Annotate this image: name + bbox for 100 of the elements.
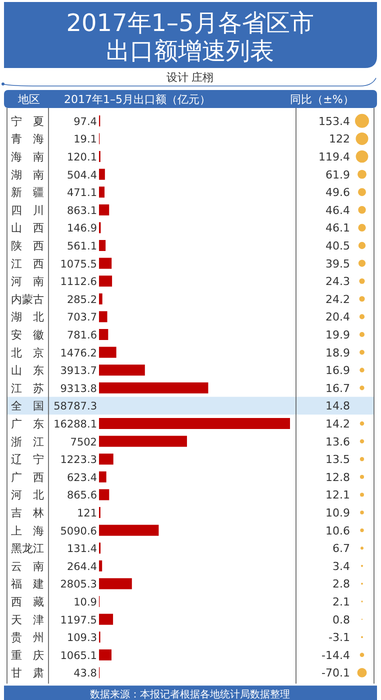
data-label: 19.1 (74, 134, 97, 146)
data-label: 3913.7 (60, 365, 97, 378)
data-label: 18.9 (326, 346, 350, 360)
bar (99, 649, 112, 660)
bar (99, 311, 108, 322)
data-label: -14.4 (322, 648, 350, 662)
data-label: 9313.8 (60, 382, 97, 395)
bar (99, 471, 106, 482)
y-tick-label: 甘肃 (11, 666, 55, 680)
data-label: 119.4 (318, 150, 350, 164)
y-tick-label: 浙江 (11, 435, 55, 448)
bar (99, 204, 110, 216)
bar (99, 364, 145, 376)
y-tick-label: 辽宁 (11, 453, 55, 466)
bar (99, 168, 105, 180)
data-label: 40.5 (326, 240, 350, 252)
data-label: 153.4 (318, 114, 350, 128)
data-label: 504.4 (66, 169, 98, 182)
data-label: 1197.5 (60, 614, 97, 626)
y-tick-label: 山西 (11, 222, 55, 235)
y-tick-label: 天津 (11, 613, 55, 626)
bar (99, 293, 102, 304)
text: 58787.3 (54, 400, 97, 413)
data-label: 3.4 (332, 560, 350, 573)
x-axis-title: 2017年1–5月出口额（亿元） (64, 93, 210, 106)
y-tick-label: 黑龙江 (11, 542, 44, 556)
bar (99, 489, 110, 500)
y-tick-label: 陕西 (11, 240, 55, 252)
data-label: 46.4 (326, 204, 350, 217)
data-label: 1065.1 (60, 650, 97, 662)
data-label: 46.1 (326, 222, 350, 235)
y-tick-label: 吉林 (11, 506, 55, 520)
y-tick-label: 河南 (11, 275, 55, 288)
bar (99, 418, 290, 429)
data-label: 19.9 (326, 328, 350, 342)
bar (99, 240, 106, 251)
data-label: 471.1 (66, 187, 97, 200)
data-label: 43.8 (74, 668, 97, 680)
bar (99, 382, 208, 394)
chart-title: 2017年1–5月各省区市出口额增速列表 (66, 9, 314, 65)
data-label: 1112.6 (60, 276, 98, 288)
data-label: 49.6 (326, 186, 350, 200)
y-tick-label: 内蒙古 (11, 292, 44, 306)
data-label: -70.1 (322, 666, 350, 680)
data-label: 14.8 (326, 400, 350, 413)
data-label: 13.5 (326, 453, 350, 466)
y-tick-label: 江苏 (11, 382, 55, 395)
y-tick-label: 新疆 (11, 186, 55, 200)
y-tick-label: 云南 (11, 560, 55, 573)
data-label: 16.9 (326, 364, 350, 378)
bar (99, 276, 112, 287)
data-label: 121 (76, 508, 97, 520)
bar (99, 329, 108, 340)
data-label: 97.4 (74, 116, 98, 128)
data-label: 12.1 (326, 488, 350, 502)
data-label: 146.9 (66, 222, 97, 235)
data-label: 131.4 (66, 543, 98, 556)
data-label: 24.3 (326, 275, 350, 288)
text: 同比（±%） (290, 93, 354, 106)
bar (99, 258, 112, 269)
data-label: 6.7 (332, 542, 350, 556)
bar (99, 454, 114, 465)
data-label: 0.8 (332, 613, 350, 626)
data-label: 1075.5 (60, 258, 97, 270)
bar (99, 436, 187, 447)
source-note: 数据来源：本报记者根据各地统计局数据整理 (90, 688, 290, 700)
data-label: 10.9 (74, 596, 97, 608)
data-label: -3.1 (328, 631, 350, 644)
y-tick-label: 海南 (11, 150, 55, 164)
data-label: 120.1 (66, 152, 97, 164)
data-label: 1476.2 (60, 347, 97, 360)
data-label: 863.1 (66, 204, 97, 217)
data-label: 10.9 (326, 506, 350, 520)
data-label: 264.4 (66, 560, 98, 573)
bar (99, 524, 159, 536)
data-label: 24.2 (326, 292, 350, 306)
y-tick-label: 广西 (11, 470, 55, 484)
data-label: 122 (329, 132, 350, 146)
y-tick-label: 福建 (11, 578, 55, 591)
bar (99, 614, 114, 625)
data-label: 7502 (70, 436, 97, 448)
data-label: 865.6 (66, 490, 98, 502)
bar (99, 346, 116, 358)
y-tick-label: 西藏 (11, 596, 55, 608)
y-tick-label: 北京 (11, 346, 55, 360)
data-label: 781.6 (66, 330, 98, 342)
y-tick-label: 青海 (11, 132, 55, 146)
data-label: 1223.3 (60, 454, 97, 466)
y-tick-label: 湖南 (11, 168, 55, 182)
data-label: 2.8 (332, 578, 350, 591)
data-label: 561.1 (66, 240, 97, 252)
data-label: 2805.3 (60, 578, 97, 591)
data-label: 20.4 (326, 310, 350, 324)
y-axis-title: 地区 (17, 93, 40, 106)
data-label: 623.4 (66, 472, 98, 484)
data-label: 285.2 (66, 294, 97, 306)
data-label: 39.5 (326, 257, 350, 270)
data-label: 16288.1 (54, 418, 97, 430)
chart-subtitle: 设计 庄栩 (166, 71, 214, 84)
y-tick-label: 上海 (11, 524, 55, 538)
